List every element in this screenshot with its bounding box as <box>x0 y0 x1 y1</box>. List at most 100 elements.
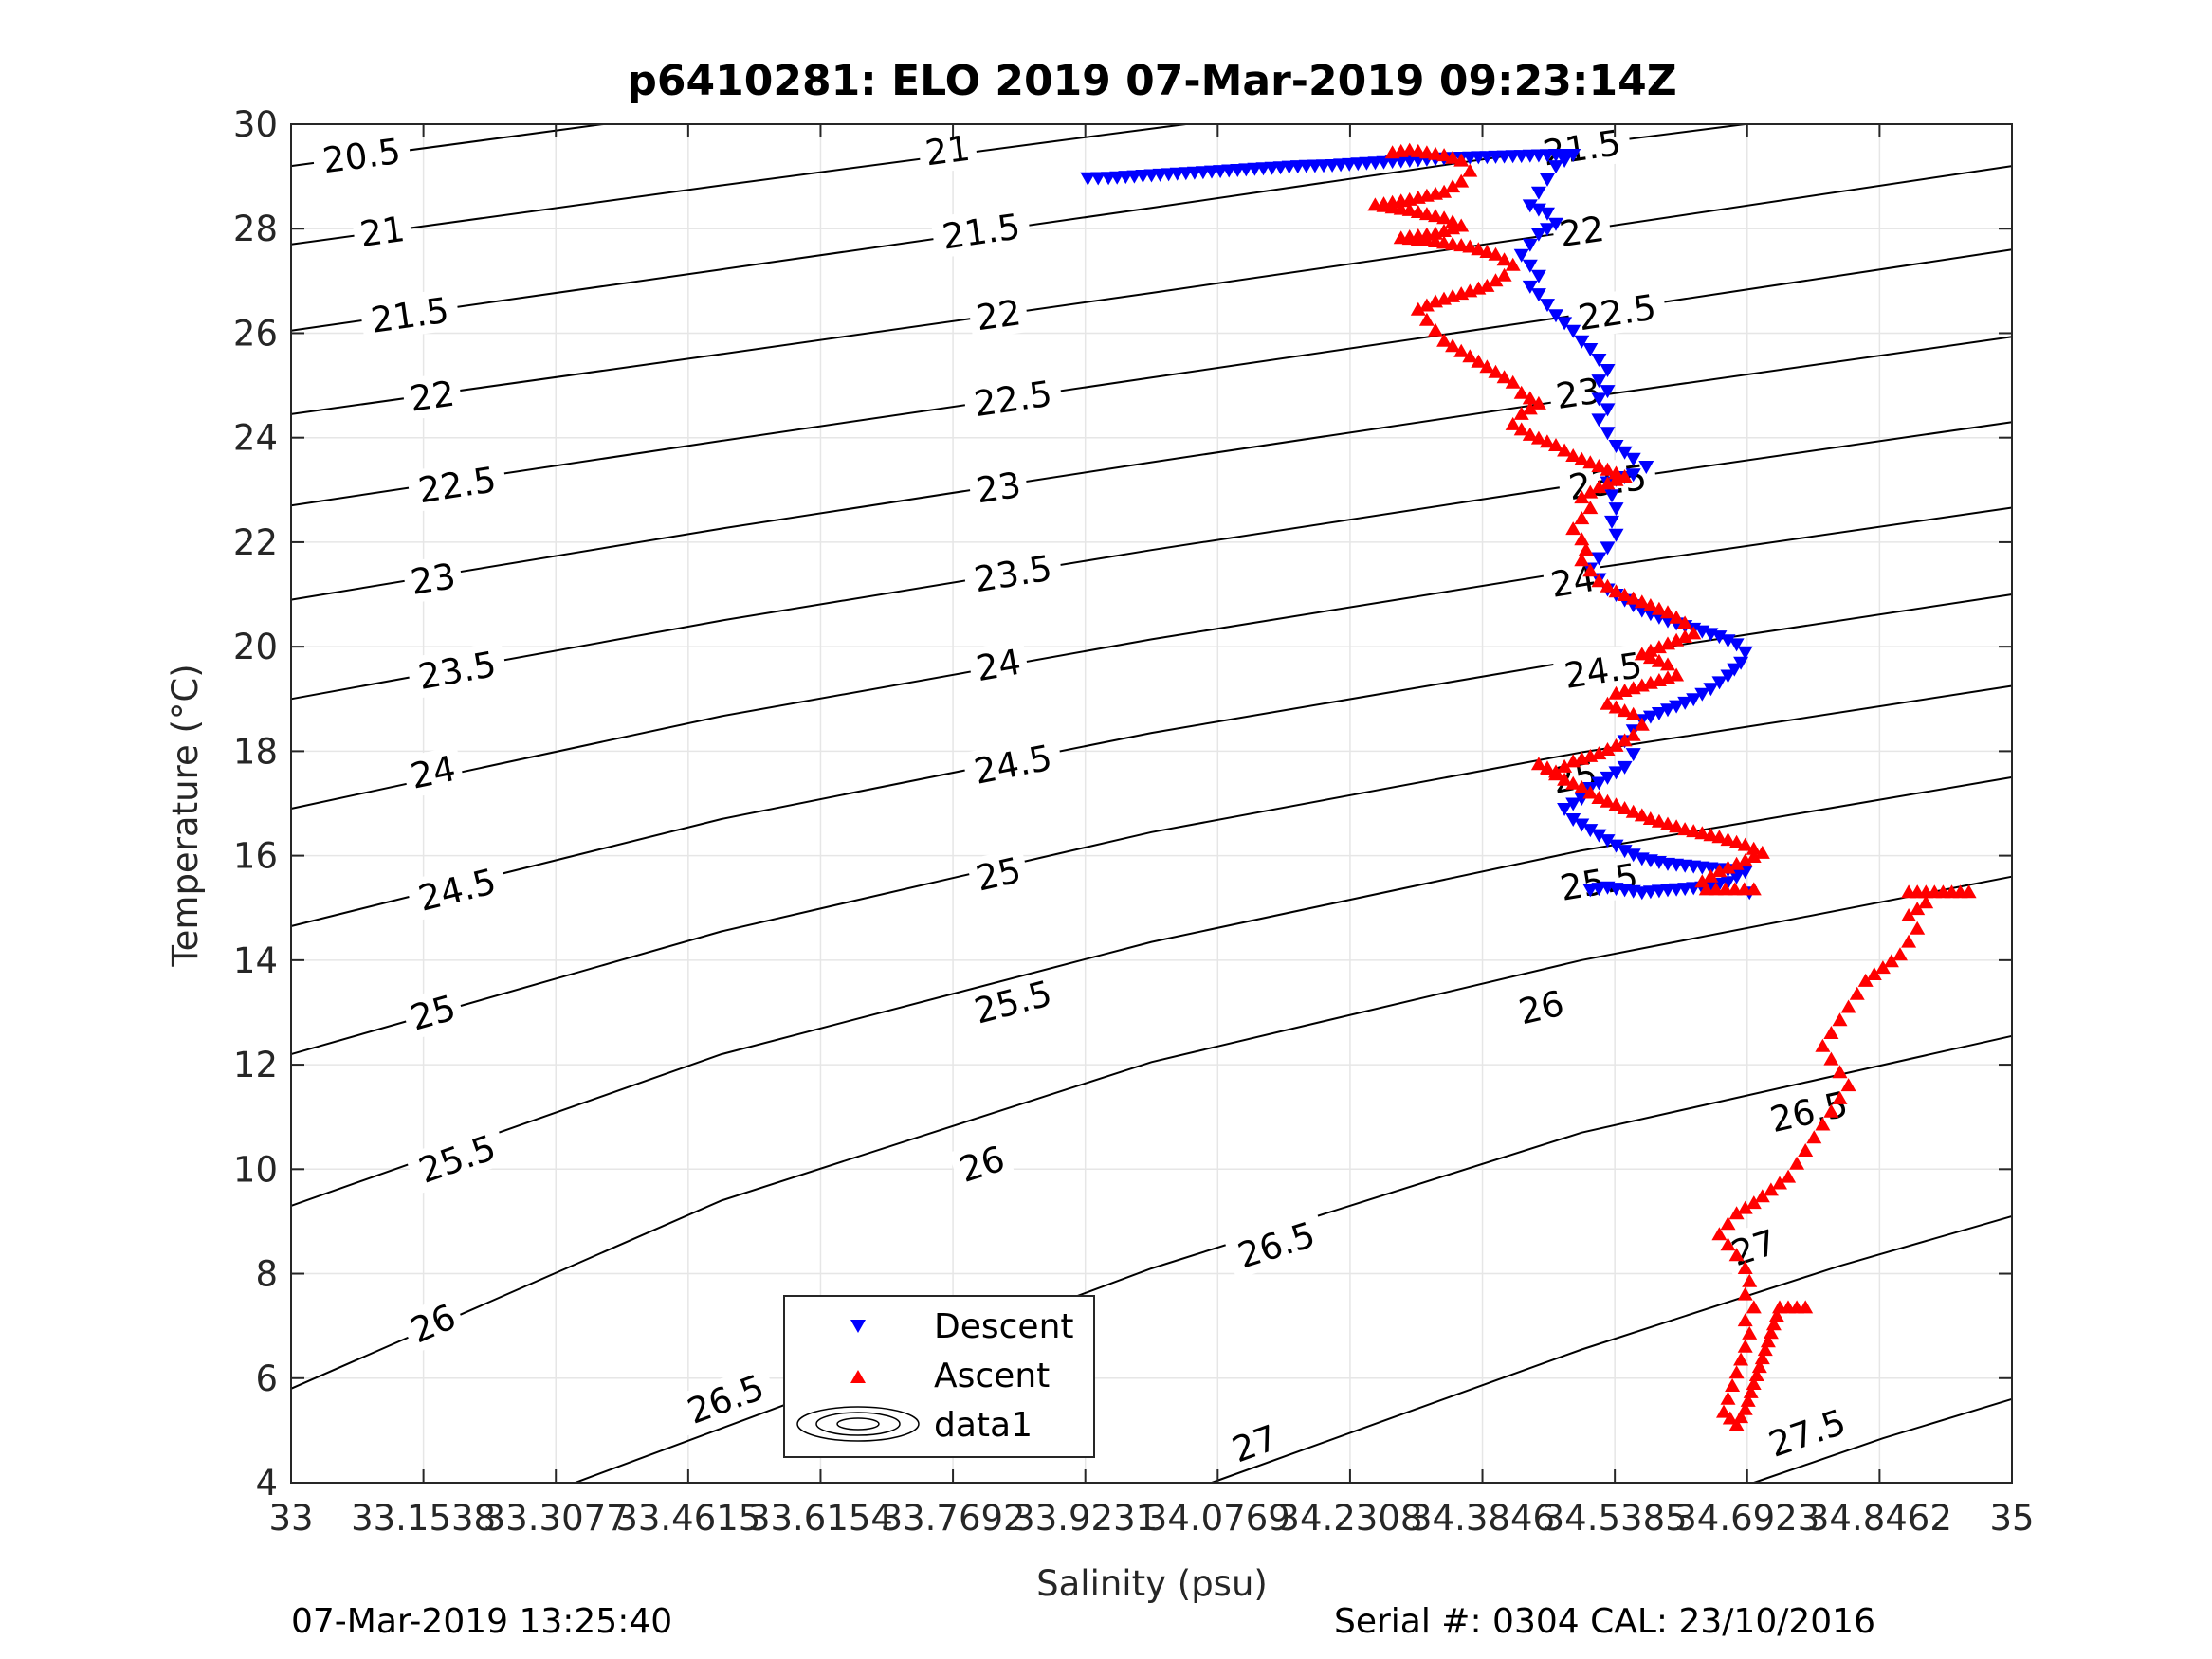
contour-label: 26 <box>948 1135 1015 1193</box>
data-point <box>1582 563 1599 577</box>
contour-label-bg <box>310 128 412 183</box>
contour-label: 20.5 <box>310 128 412 183</box>
data-point <box>1728 1365 1745 1379</box>
axis-ticks: 33 33.153833.307733.461533.615433.769233.… <box>233 104 2035 1539</box>
contour-label: 25 <box>399 984 466 1041</box>
contour-label: 26 <box>398 1292 467 1355</box>
legend-box <box>783 1295 1095 1458</box>
data-point <box>1669 700 1685 714</box>
data-point <box>1401 202 1417 216</box>
legend: Descent Ascent data1 <box>783 1295 1095 1458</box>
data-point <box>1488 273 1504 287</box>
contour-line <box>290 775 2013 1207</box>
contour-label-bg <box>948 1135 1015 1193</box>
chart-title: p6410281: ELO 2019 07-Mar-2019 09:23:14Z <box>627 57 1676 105</box>
y-tick-label: 24 <box>233 418 278 459</box>
contour-label: 27.5 <box>1754 1397 1860 1469</box>
contour-label-text: 24 <box>407 748 459 797</box>
data-point <box>1677 629 1693 643</box>
data-point <box>1445 150 1461 164</box>
data-point <box>1910 902 1926 916</box>
data-point <box>1600 696 1616 710</box>
data-point <box>1617 845 1633 859</box>
data-point <box>1591 392 1607 407</box>
data-point <box>1565 797 1581 811</box>
contour-label-text: 25.5 <box>413 1127 501 1192</box>
contour-label-bg <box>406 456 508 513</box>
data-point <box>1742 1273 1758 1287</box>
data-point <box>1428 186 1443 200</box>
data-point <box>1720 1391 1736 1405</box>
data-point <box>1763 1182 1779 1196</box>
y-tick-label: 10 <box>233 1149 278 1190</box>
data-point <box>1608 797 1624 811</box>
data-point <box>1600 771 1616 785</box>
data-point <box>1849 986 1865 1000</box>
contour-line <box>290 123 1186 246</box>
data-point <box>1591 552 1607 566</box>
data-point <box>1742 1325 1758 1340</box>
contour-label-text: 27.5 <box>1764 1401 1851 1465</box>
data-point <box>1522 391 1538 405</box>
data-point <box>1530 186 1546 200</box>
data-point <box>1660 605 1675 619</box>
data-point <box>1651 640 1667 654</box>
contour-label-bg <box>966 639 1031 691</box>
grid-lines <box>291 124 2012 1483</box>
data-point <box>1513 385 1529 399</box>
data-point <box>1591 354 1607 367</box>
data-point <box>1522 401 1538 415</box>
data-point <box>1757 1342 1773 1357</box>
contour-label-bg <box>1508 980 1574 1034</box>
contour-label-text: 25 <box>972 849 1025 899</box>
x-tick-label: 35 <box>1989 1498 2034 1539</box>
data-point <box>1832 1090 1848 1104</box>
data-point <box>1617 588 1633 601</box>
contour-label: 22.5 <box>406 456 508 513</box>
data-point <box>1513 248 1529 263</box>
data-point <box>1918 895 1934 909</box>
data-point <box>1591 746 1607 760</box>
data-point <box>1522 259 1538 273</box>
data-point <box>1522 238 1538 252</box>
data-point <box>1505 416 1521 430</box>
data-point <box>1445 288 1461 302</box>
contour-line <box>290 421 2013 701</box>
contour-label: 21 <box>916 125 979 175</box>
contour-label-bg <box>405 857 509 922</box>
data-point <box>1832 1012 1848 1027</box>
y-tick-label: 4 <box>255 1463 278 1504</box>
data-point <box>1772 1176 1787 1190</box>
data-point <box>1728 856 1745 870</box>
contour-label-text: 23.5 <box>415 644 500 698</box>
data-point <box>1505 374 1521 389</box>
data-point <box>1505 257 1521 271</box>
data-point <box>1638 461 1654 474</box>
contour-label-bg <box>961 371 1065 427</box>
data-point <box>1743 1384 1759 1398</box>
density-contours: 20.5 21 21 21.5 21.5 21.5 22 22 22 22.5 22.5 22.5 23… <box>290 119 2013 1484</box>
data-point <box>1600 462 1616 476</box>
data-point <box>1540 173 1555 187</box>
data-point <box>1746 1300 1762 1314</box>
data-point <box>1625 706 1641 720</box>
data-point <box>1823 1026 1839 1039</box>
contour-label-bg <box>1546 368 1610 418</box>
data-point <box>1565 775 1581 790</box>
data-point <box>1565 448 1581 462</box>
contour-label-bg <box>960 969 1066 1035</box>
data-point <box>1410 205 1426 218</box>
data-point <box>1660 636 1675 650</box>
data-point <box>1711 1227 1728 1241</box>
contour-label: 24.5 <box>405 857 509 922</box>
data-point <box>1479 245 1495 258</box>
data-point <box>1530 395 1546 410</box>
contour-label-bg <box>930 203 1033 260</box>
data-point <box>1496 252 1512 266</box>
data-point <box>1642 598 1658 611</box>
data-point <box>1600 578 1616 592</box>
contour-label: 24 <box>400 745 466 799</box>
data-point <box>1840 1078 1856 1092</box>
contour-label-bg <box>1220 1413 1289 1473</box>
data-point <box>1625 681 1641 695</box>
